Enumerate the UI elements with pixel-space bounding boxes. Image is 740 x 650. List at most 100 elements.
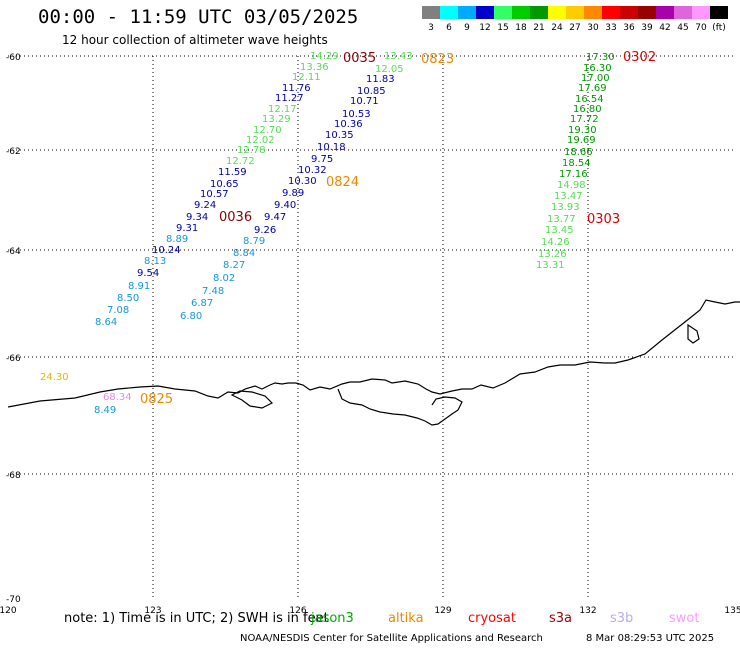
scale-swatch — [638, 6, 656, 19]
longitude-label: 135 — [724, 606, 740, 616]
wave-height-value: 12.11 — [292, 72, 321, 83]
scale-label: 21 — [533, 23, 545, 33]
wave-height-value: 7.48 — [202, 286, 224, 297]
latitude-label: -62 — [6, 147, 21, 157]
wave-height-value: 18.54 — [562, 158, 591, 169]
wave-height-value: 8.50 — [117, 293, 139, 304]
wave-height-value: 13.31 — [536, 260, 565, 271]
scale-swatch — [620, 6, 638, 19]
scale-label: 36 — [623, 23, 635, 33]
wave-height-value: 14.98 — [557, 180, 586, 191]
wave-height-value: 9.47 — [264, 212, 286, 223]
wave-height-value: 17.00 — [581, 73, 610, 84]
satellite-name: s3b — [610, 611, 634, 626]
latitude-label: -64 — [6, 247, 21, 257]
wave-height-value: 18.66 — [564, 147, 593, 158]
scale-swatch — [440, 6, 458, 19]
wave-height-value: 8.89 — [166, 234, 188, 245]
scale-swatch — [548, 6, 566, 19]
wave-height-value: 10.53 — [342, 109, 371, 120]
wave-height-value: 12.70 — [253, 125, 282, 136]
scale-swatch — [494, 6, 512, 19]
scale-swatch — [422, 6, 440, 19]
scale-swatch — [458, 6, 476, 19]
generated-timestamp: 8 Mar 08:29:53 UTC 2025 — [586, 633, 715, 644]
longitude-label: 126 — [289, 606, 306, 616]
scale-swatch — [512, 6, 530, 19]
wave-height-value: 10.24 — [152, 245, 181, 256]
wave-height-value: 8.64 — [95, 317, 117, 328]
scale-label: 45 — [677, 23, 689, 33]
credit-line: NOAA/NESDIS Center for Satellite Applica… — [240, 633, 543, 644]
wave-height-value: 14.26 — [541, 237, 570, 248]
scale-swatch — [674, 6, 692, 19]
pass-time-label: 0823 — [421, 52, 454, 67]
scale-label: 15 — [497, 23, 509, 33]
wave-height-value: 24.30 — [40, 372, 69, 383]
wave-height-value: 12.17 — [268, 104, 297, 115]
footer-note: note: 1) Time is in UTC; 2) SWH is in fe… — [64, 611, 329, 626]
scale-label: 6 — [446, 23, 452, 33]
scale-label: 39 — [641, 23, 653, 33]
wave-height-value: 9.24 — [194, 200, 216, 211]
wave-height-value: 12.05 — [375, 64, 404, 75]
wave-height-value: 13.26 — [538, 249, 567, 260]
satellite-name: altika — [388, 611, 424, 626]
wave-height-value: 10.65 — [210, 179, 239, 190]
wave-height-value: 8.02 — [213, 273, 235, 284]
pass-time-label: 0824 — [326, 175, 359, 190]
wave-height-value: 11.59 — [218, 167, 247, 178]
wave-height-value: 13.29 — [262, 114, 291, 125]
scale-swatch — [476, 6, 494, 19]
coastline-inlet — [337, 388, 463, 426]
wave-height-value: 10.32 — [298, 165, 327, 176]
wave-height-value: 9.34 — [186, 212, 208, 223]
satellite-name: swot — [669, 611, 700, 626]
latitude-label: -68 — [6, 471, 21, 481]
wave-height-value: 16.80 — [573, 104, 602, 115]
wave-height-value: 9.40 — [274, 200, 296, 211]
wave-height-value: 13.36 — [300, 62, 329, 73]
wave-height-value: 19.30 — [568, 125, 597, 136]
wave-height-value: 68.34 — [103, 392, 132, 403]
wave-height-value: 8.91 — [128, 281, 150, 292]
scale-label: 3 — [428, 23, 434, 33]
wave-height-value: 13.93 — [551, 202, 580, 213]
wave-height-value: 8.27 — [223, 260, 245, 271]
coastline — [7, 299, 740, 426]
scale-swatch — [692, 6, 710, 19]
wave-height-value: 9.54 — [137, 268, 159, 279]
scale-swatch — [656, 6, 674, 19]
wave-height-value: 8.84 — [233, 248, 255, 259]
wave-height-value: 10.18 — [317, 142, 346, 153]
wave-height-value: 9.26 — [254, 225, 276, 236]
coastline-notch — [687, 323, 700, 344]
longitude-label: 120 — [0, 606, 17, 616]
wave-height-observations: 14.2913.3612.1111.7611.2712.1713.2912.70… — [40, 50, 656, 416]
scale-label: 18 — [515, 23, 527, 33]
wave-height-value: 10.71 — [350, 96, 379, 107]
scale-label: 27 — [569, 23, 581, 33]
wave-height-value: 19.69 — [567, 135, 596, 146]
wave-height-value: 8.79 — [243, 236, 265, 247]
scale-swatch — [530, 6, 548, 19]
wave-height-value: 11.76 — [282, 83, 311, 94]
wave-height-value: 12.02 — [246, 135, 275, 146]
wave-height-value: 16.54 — [575, 94, 604, 105]
wave-height-value: 8.13 — [144, 256, 166, 267]
scale-swatch — [602, 6, 620, 19]
wave-height-value: 13.43 — [384, 51, 413, 62]
latitude-label: -60 — [6, 53, 21, 63]
wave-height-value: 13.47 — [554, 191, 583, 202]
pass-time-label: 0036 — [219, 210, 252, 225]
map-title: 00:00 - 11:59 UTC 03/05/2025 — [38, 6, 359, 28]
wave-height-value: 10.36 — [334, 119, 363, 130]
wave-height-value: 11.27 — [275, 93, 304, 104]
wave-height-value: 6.80 — [180, 311, 202, 322]
wave-height-value: 9.31 — [176, 223, 198, 234]
longitude-label: 129 — [434, 606, 451, 616]
wave-height-value: 12.78 — [237, 145, 266, 156]
